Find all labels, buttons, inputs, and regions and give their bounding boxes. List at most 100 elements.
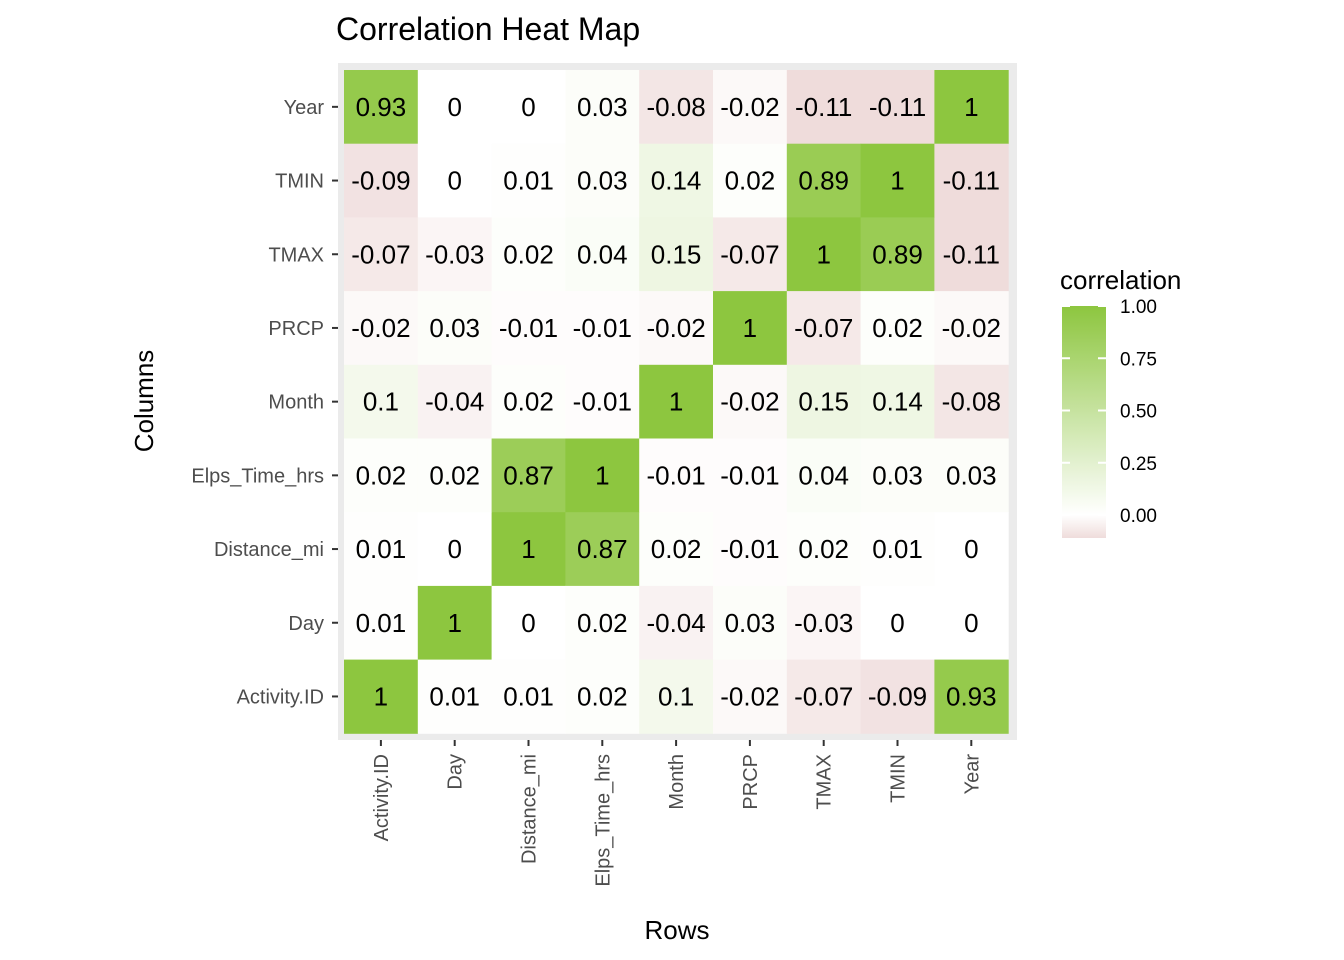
legend-colorbar [1062,306,1106,538]
cell-value-label: 0.02 [356,460,407,490]
heatmap-cell [639,512,714,587]
heatmap-cell [860,659,935,734]
cell-value-label: 0.02 [503,239,554,269]
heatmap-cell [639,291,714,366]
heatmap-cell [860,217,935,292]
cell-value-label: 0.01 [356,534,407,564]
heatmap-cell [417,438,493,513]
x-tick-label: TMAX [814,754,836,810]
cell-value-label: -0.11 [943,239,1000,269]
heatmap-cell [491,659,566,734]
cell-value-label: 0 [521,608,535,638]
cell-value-label: 1 [890,166,904,196]
x-tick-label: Elps_Time_hrs [592,754,614,887]
x-tick-label: Day [445,754,467,790]
heatmap-cell [344,364,419,439]
heatmap-cell [565,364,640,439]
cell-value-label: -0.07 [351,239,410,269]
cell-value-label: 0.93 [946,681,997,711]
cell-value-label: -0.01 [720,460,779,490]
cell-value-label: 0.02 [577,608,628,638]
heatmap-cell [713,512,788,587]
heatmap-cell [786,585,862,661]
heatmap-cell [934,438,1009,513]
heatmap-cell [417,143,493,218]
cell-value-label: -0.11 [869,92,926,122]
x-tick-label: TMIN [888,754,910,803]
heatmap-cell [491,438,566,513]
heatmap-cell [934,659,1009,734]
heatmap-cell [417,70,493,145]
heatmap-cell [786,70,862,145]
heatmap-cell [860,364,935,439]
x-axis-title: Rows [644,915,709,945]
cell-value-label: 0.01 [356,608,407,638]
legend: correlation 1.00 0.75 0.50 0.25 0.00 [1060,265,1181,538]
cell-value-label: 1 [595,460,609,490]
heatmap-cell [639,585,714,661]
heatmap-cell [417,512,493,587]
heatmap-cell [860,143,935,218]
heatmap-cell [786,291,862,366]
y-axis: Year TMIN TMAX PRCP Month Elps_Time_hrs Distan… [191,97,338,708]
heatmap-cell [786,659,862,734]
heatmap-cell [639,364,714,439]
cell-value-label: 1 [964,92,978,122]
heatmap-cell [565,143,640,218]
heatmap-cell [786,364,862,439]
heatmap-cell [344,143,419,218]
y-tick-label: Year [284,97,325,119]
cell-value-label: -0.07 [794,313,853,343]
heatmap-cell [417,364,493,439]
heatmap-cell [639,438,714,513]
y-tick-label: PRCP [268,318,324,340]
heatmap-cell [639,659,714,734]
cell-value-label: -0.01 [573,387,632,417]
chart-title: Correlation Heat Map [336,11,640,47]
heatmap-cell [639,143,714,218]
heatmap-cell [417,291,493,366]
heatmap-cell [786,438,862,513]
y-tick-label: Activity.ID [237,686,324,708]
legend-tick-label: 0.25 [1120,454,1157,475]
heatmap-cell [639,70,714,145]
cell-value-label: -0.02 [720,92,779,122]
cell-value-label: 0.87 [503,460,554,490]
cell-value-label: -0.03 [794,608,853,638]
cell-value-label: -0.09 [351,166,410,196]
heatmap-cell [786,512,862,587]
heatmap-cell [344,70,419,145]
heatmap-cell [491,364,566,439]
legend-tick-label: 0.00 [1120,506,1157,527]
heatmap-cell [860,585,935,661]
cell-value-label: 0.02 [651,534,702,564]
y-tick-label: Distance_mi [214,539,324,561]
y-axis-title: Columns [129,350,159,453]
cell-value-label: -0.01 [720,534,779,564]
cell-value-label: 0.02 [798,534,849,564]
legend-tick-label: 0.75 [1120,349,1157,370]
y-tick-label: Day [288,613,324,635]
heatmap-cell [934,143,1009,218]
cell-value-label: 0.89 [872,239,923,269]
cell-value-label: 0 [964,534,978,564]
heatmap-cell [565,217,640,292]
heatmap-cell [934,70,1009,145]
heatmap-cell [491,217,566,292]
heatmap-cell [713,438,788,513]
cell-value-label: -0.09 [868,681,927,711]
legend-title: correlation [1060,265,1181,295]
heatmap-cell [344,512,419,587]
cell-value-label: 0 [447,534,461,564]
cell-value-label: 0.89 [798,166,849,196]
cell-value-label: 0.01 [503,166,554,196]
cell-value-label: 0.02 [725,166,776,196]
heatmap-cell [639,217,714,292]
heatmap-cell [491,143,566,218]
heatmap-cell [565,659,640,734]
heatmap-cell [491,70,566,145]
heatmap-cell [786,217,862,292]
heatmap-cell [934,291,1009,366]
cell-value-label: -0.08 [942,387,1001,417]
